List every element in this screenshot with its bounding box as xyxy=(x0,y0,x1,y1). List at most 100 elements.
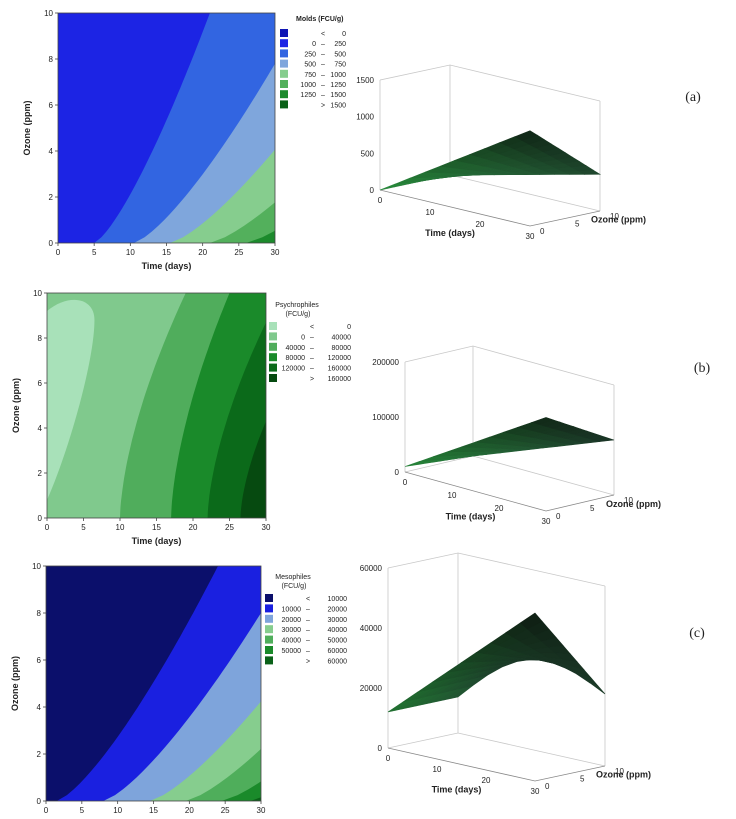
y-axis-label: Ozone (ppm) xyxy=(10,656,20,711)
legend-sep: – xyxy=(306,627,310,634)
contour-fills xyxy=(58,13,275,243)
legend-sep: < xyxy=(321,31,325,38)
contour-band-6 xyxy=(250,797,261,801)
x-tick-label: 10 xyxy=(126,248,135,257)
legend-hi: 60000 xyxy=(328,658,348,665)
contour-band-min xyxy=(47,299,95,500)
legend-swatch xyxy=(269,332,277,341)
time-tick-label: 10 xyxy=(426,208,435,217)
y-axis-label: Ozone (ppm) xyxy=(11,378,21,433)
x-axis-label: Time (days) xyxy=(142,261,192,271)
time-tick-label: 20 xyxy=(495,504,504,513)
surface-plot: 0 500 1000 1500 0 10 20 30 0 5 10 Time (days) Ozone … xyxy=(356,64,646,241)
box-floor-front xyxy=(387,747,606,782)
z-tick-label: 100000 xyxy=(372,413,399,422)
contour-band-3 xyxy=(170,149,275,243)
z-tick-label: 200000 xyxy=(372,358,399,367)
legend-swatch xyxy=(280,100,288,109)
legend-swatch xyxy=(280,90,288,99)
legend-swatch xyxy=(280,39,288,48)
legend: Molds (FCU/g)< 00–250250–500500–750750–10… xyxy=(280,16,346,109)
ozone-tick-label: 5 xyxy=(580,775,585,784)
y-tick-label: 8 xyxy=(49,55,54,64)
surface-facet xyxy=(514,130,538,141)
y-tick-label: 10 xyxy=(33,289,42,298)
box-top xyxy=(387,552,606,587)
ozone-axis-label: Ozone (ppm) xyxy=(606,499,661,509)
ozone-tick-label: 10 xyxy=(615,767,624,776)
legend-title: Mesophiles (FCU/g) xyxy=(275,574,311,590)
x-tick-label: 15 xyxy=(162,248,171,257)
x-tick-label: 25 xyxy=(234,248,243,257)
legend-swatch xyxy=(269,363,277,372)
legend-hi: 0 xyxy=(342,31,346,38)
time-tick-label: 10 xyxy=(433,765,442,774)
legend-sep: < xyxy=(306,596,310,603)
x-tick-label: 10 xyxy=(113,806,122,815)
surface-mesh xyxy=(379,130,602,191)
legend-sep: – xyxy=(306,617,310,624)
legend-hi: 30000 xyxy=(328,617,348,624)
box-verticals xyxy=(404,346,615,495)
legend-lo: 10000 xyxy=(282,606,302,613)
legend-hi: 40000 xyxy=(328,627,348,634)
legend-lo: 750 xyxy=(304,72,316,79)
time-tick-label: 0 xyxy=(386,754,391,763)
y-tick-label: 2 xyxy=(49,193,54,202)
legend-title: Psychrophiles (FCU/g) xyxy=(275,302,319,318)
legend-lo: 50000 xyxy=(282,648,302,655)
legend-swatch xyxy=(280,59,288,68)
z-tick-label: 60000 xyxy=(360,564,383,573)
legend-sep: – xyxy=(310,366,314,373)
z-tick-label: 20000 xyxy=(360,684,383,693)
contour-band-4 xyxy=(185,748,261,801)
y-tick-label: 4 xyxy=(38,424,43,433)
legend-lo: 250 xyxy=(304,51,316,58)
x-tick-label: 30 xyxy=(262,523,271,532)
legend-hi: 50000 xyxy=(328,638,348,645)
time-axis-label: Time (days) xyxy=(432,785,482,795)
legend-hi: 250 xyxy=(334,41,346,48)
legend-sep: – xyxy=(321,82,325,89)
legend-sep: – xyxy=(321,72,325,79)
legend-swatch xyxy=(265,614,273,623)
y-tick-label: 6 xyxy=(49,101,54,110)
surface-facet xyxy=(583,676,606,695)
box-floor-back xyxy=(387,732,606,767)
legend-swatch xyxy=(269,322,277,330)
legend-sep: – xyxy=(321,92,325,99)
y-tick-label: 6 xyxy=(37,656,42,665)
legend-swatch xyxy=(280,49,288,58)
y-tick-label: 0 xyxy=(38,514,43,523)
y-tick-label: 8 xyxy=(38,334,43,343)
box-top xyxy=(404,345,615,386)
legend-swatch xyxy=(265,635,273,644)
y-tick-label: 10 xyxy=(44,9,53,18)
legend-hi: 10000 xyxy=(328,596,348,603)
legend-sep: > xyxy=(306,658,310,665)
x-tick-label: 0 xyxy=(45,523,50,532)
legend-sep: – xyxy=(306,606,310,613)
legend-lo: 0 xyxy=(312,41,316,48)
legend-hi: 160000 xyxy=(328,376,351,383)
legend-swatch xyxy=(265,656,273,665)
z-tick-label: 0 xyxy=(378,744,383,753)
legend-title-unit: (FCU/g) xyxy=(284,311,311,318)
legend-lo: 80000 xyxy=(286,355,306,362)
x-tick-label: 5 xyxy=(81,523,86,532)
legend-sep: – xyxy=(321,41,325,48)
z-tick-label: 0 xyxy=(395,468,400,477)
legend-sep: > xyxy=(321,102,325,109)
y-tick-label: 0 xyxy=(49,239,54,248)
ozone-tick-label: 10 xyxy=(624,496,633,505)
time-axis-label: Time (days) xyxy=(425,228,475,238)
y-tick-label: 6 xyxy=(38,379,43,388)
legend-lo: 40000 xyxy=(286,345,306,352)
legend-hi: 1500 xyxy=(330,102,346,109)
legend-sep: – xyxy=(321,62,325,69)
contour-fills xyxy=(46,566,261,801)
